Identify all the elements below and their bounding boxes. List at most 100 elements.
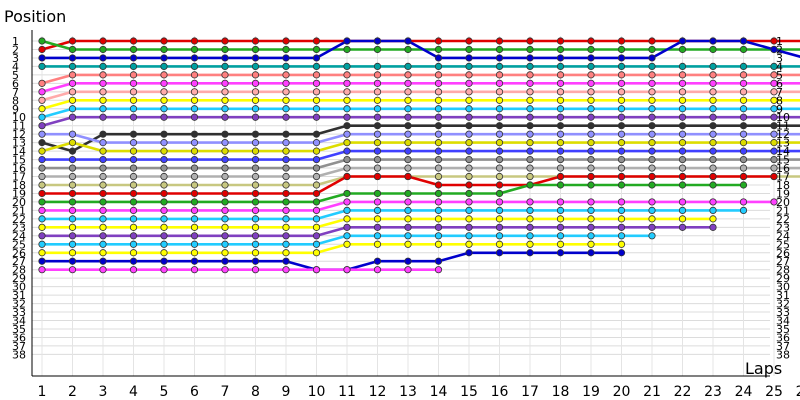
data-point [434, 215, 443, 223]
data-point [282, 105, 290, 113]
data-point [648, 37, 656, 45]
data-point [373, 62, 382, 71]
series-5 [38, 71, 800, 87]
data-point [129, 139, 138, 147]
data-point [404, 172, 412, 181]
data-point [648, 139, 656, 147]
data-point [648, 96, 656, 104]
data-point [160, 249, 168, 257]
data-point [343, 189, 351, 198]
data-point [587, 181, 595, 189]
y-tick-label-left: 38 [12, 348, 26, 361]
series-line [41, 141, 800, 153]
data-point [312, 215, 321, 223]
data-point [678, 206, 687, 214]
data-point [709, 206, 717, 214]
data-point [495, 54, 504, 62]
data-point [709, 88, 717, 96]
data-point [282, 88, 290, 96]
data-point [587, 164, 595, 172]
data-point [434, 206, 443, 214]
data-point [99, 206, 107, 214]
data-point [312, 223, 321, 231]
data-point [343, 198, 351, 206]
series-3 [38, 37, 800, 62]
data-point [678, 198, 687, 206]
data-point [221, 266, 229, 274]
data-point [617, 96, 626, 104]
data-point [587, 232, 595, 240]
data-point [648, 206, 656, 214]
data-point [343, 113, 351, 121]
series-20 [38, 198, 778, 214]
data-point [68, 45, 77, 54]
data-point [38, 249, 46, 257]
data-point [38, 88, 46, 96]
data-point [99, 172, 107, 181]
data-point [38, 215, 46, 223]
data-point [221, 147, 229, 155]
data-point [251, 223, 260, 231]
data-point [190, 198, 199, 206]
data-point [38, 155, 46, 164]
data-point [556, 71, 565, 79]
data-point [312, 105, 321, 113]
y-tick-label-left: 19 [12, 187, 26, 200]
data-point [709, 223, 717, 231]
data-point [160, 172, 168, 181]
data-point [556, 139, 565, 147]
data-point [129, 172, 138, 181]
data-point [770, 164, 778, 172]
data-point [556, 147, 565, 155]
data-point [556, 181, 565, 189]
data-point [129, 54, 138, 62]
data-point [129, 155, 138, 164]
data-point [495, 62, 504, 71]
data-point [312, 198, 321, 206]
data-point [99, 71, 107, 79]
data-point [160, 45, 168, 54]
data-point [68, 223, 77, 231]
data-point [282, 198, 290, 206]
series-19 [38, 181, 748, 206]
data-point [434, 257, 443, 265]
y-tick-label-left: 7 [12, 86, 19, 99]
data-point [343, 164, 351, 172]
data-point [617, 240, 626, 248]
data-point [526, 232, 534, 240]
data-point [678, 155, 687, 164]
data-point [373, 147, 382, 155]
y-tick-label-left: 15 [12, 154, 26, 167]
data-point [465, 88, 473, 96]
data-point [739, 71, 748, 79]
data-point [709, 147, 717, 155]
data-point [526, 62, 534, 71]
series-12 [38, 130, 800, 147]
data-point [373, 105, 382, 113]
data-point [404, 147, 412, 155]
data-point [282, 37, 290, 45]
data-point [312, 232, 321, 240]
data-point [343, 172, 351, 181]
y-tick-label-left: 6 [12, 77, 19, 90]
y-tick-label-right: 20 [776, 196, 790, 209]
data-point [38, 96, 46, 104]
data-point [465, 37, 473, 45]
data-point [282, 113, 290, 121]
data-point [678, 62, 687, 71]
data-point [709, 130, 717, 138]
data-point [373, 139, 382, 147]
y-tick-label-right: 28 [776, 264, 790, 277]
data-point [99, 139, 107, 147]
data-point [678, 79, 687, 87]
data-point [404, 45, 412, 54]
data-point [312, 130, 321, 138]
series-25 [38, 240, 626, 257]
data-point [465, 232, 473, 240]
y-tick-label-left: 31 [12, 289, 26, 302]
data-point [770, 71, 778, 79]
data-point [343, 139, 351, 147]
y-tick-label-right: 30 [776, 281, 790, 294]
x-tick-label: 14 [430, 384, 448, 400]
data-point [648, 45, 656, 54]
